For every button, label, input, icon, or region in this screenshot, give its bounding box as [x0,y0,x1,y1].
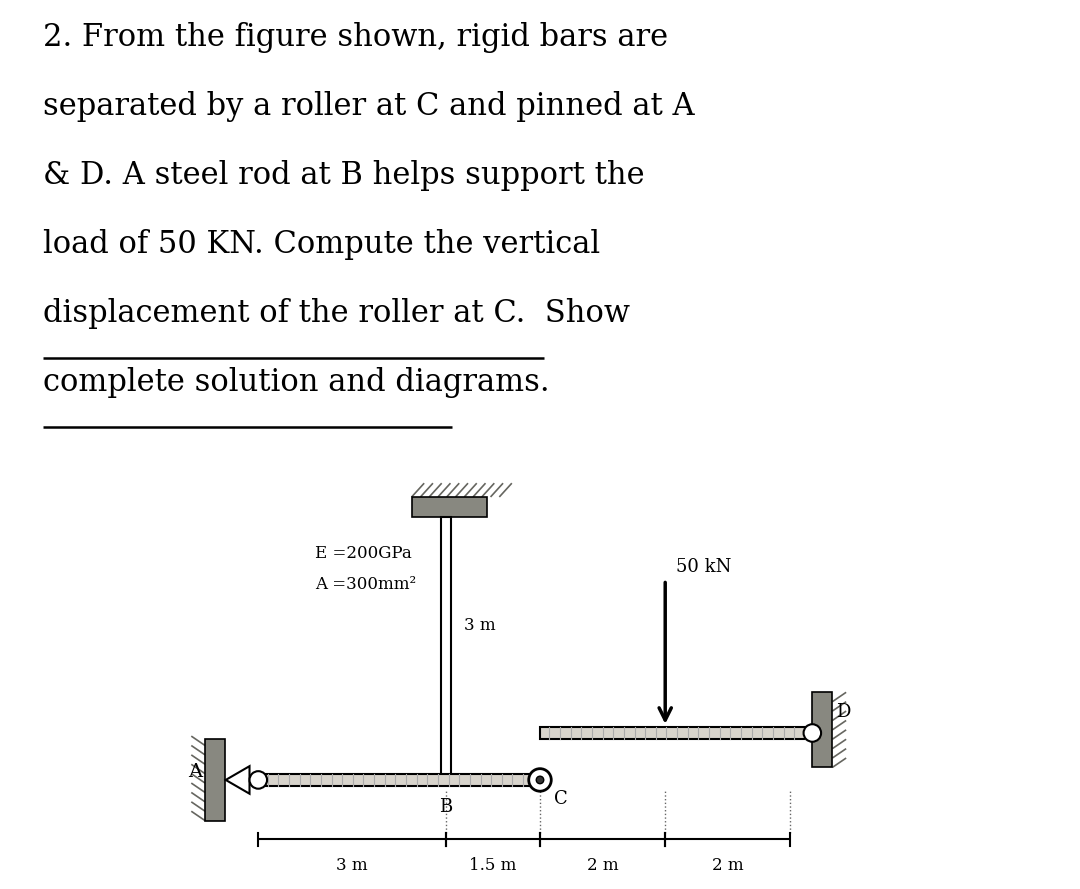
Text: displacement of the roller at C.  Show: displacement of the roller at C. Show [43,298,631,329]
Text: B: B [440,798,453,816]
Bar [258,773,540,786]
Text: 2 m: 2 m [586,857,619,874]
Text: A: A [188,763,202,781]
Bar [441,517,451,780]
Circle shape [529,769,551,791]
Text: 50 kN: 50 kN [676,558,732,576]
Text: & D. A steel rod at B helps support the: & D. A steel rod at B helps support the [43,160,645,191]
Bar [411,497,487,517]
Text: 3 m: 3 m [336,857,368,874]
Text: complete solution and diagrams.: complete solution and diagrams. [43,367,550,397]
Circle shape [537,776,543,784]
Text: E =200GPa: E =200GPa [314,545,411,562]
Text: D: D [836,703,850,721]
Circle shape [804,725,821,741]
Text: separated by a roller at C and pinned at A: separated by a roller at C and pinned at… [43,92,694,122]
Text: 1.5 m: 1.5 m [470,857,516,874]
Bar [205,740,225,821]
Text: A =300mm²: A =300mm² [314,576,416,593]
Text: load of 50 KN. Compute the vertical: load of 50 KN. Compute the vertical [43,228,600,260]
Bar [812,693,833,767]
Circle shape [249,771,267,789]
Text: 2. From the figure shown, rigid bars are: 2. From the figure shown, rigid bars are [43,22,669,53]
Polygon shape [226,766,249,794]
Bar [540,726,812,740]
Text: 3 m: 3 m [463,617,496,634]
Text: 2 m: 2 m [712,857,744,874]
Text: C: C [554,789,567,808]
